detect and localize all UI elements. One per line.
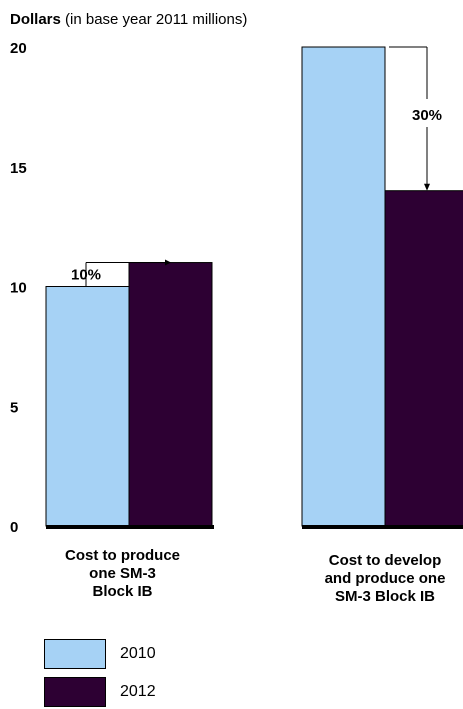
annotation-30-arrowhead (424, 183, 430, 191)
annotation-10-label: 10% (71, 267, 101, 284)
bar-2012-cat1 (384, 190, 463, 527)
category-label-develop-produce: Cost to develop and produce one SM-3 Blo… (324, 552, 446, 605)
baseline-cat1 (302, 525, 463, 529)
legend-swatch-2010 (44, 639, 106, 669)
category-label-produce: Cost to produce one SM-3 Block IB (65, 547, 180, 600)
chart-title: Dollars (in base year 2011 millions) (10, 11, 247, 28)
baseline-cat0 (46, 525, 214, 529)
chart-title-rest: (in base year 2011 millions) (61, 11, 247, 28)
legend-swatch-2012 (44, 677, 106, 707)
bar-2012-cat0 (128, 262, 213, 527)
annotation-10-arrowhead (165, 259, 171, 266)
y-tick-label-0: 0 (10, 519, 18, 536)
y-tick-label-15: 15 (10, 160, 27, 177)
y-tick-label-20: 20 (10, 40, 27, 57)
bar-2010-cat1 (301, 46, 386, 527)
bar-2010-cat0 (45, 286, 130, 527)
chart-title-bold: Dollars (10, 11, 61, 28)
y-tick-label-5: 5 (10, 399, 18, 416)
legend-label-2010: 2010 (120, 645, 156, 662)
legend-item-2012: 2012 (44, 676, 156, 708)
annotation-30-label: 30% (412, 107, 442, 124)
legend-item-2010: 2010 (44, 638, 156, 670)
legend-label-2012: 2012 (120, 683, 156, 700)
y-tick-label-10: 10 (10, 280, 27, 297)
